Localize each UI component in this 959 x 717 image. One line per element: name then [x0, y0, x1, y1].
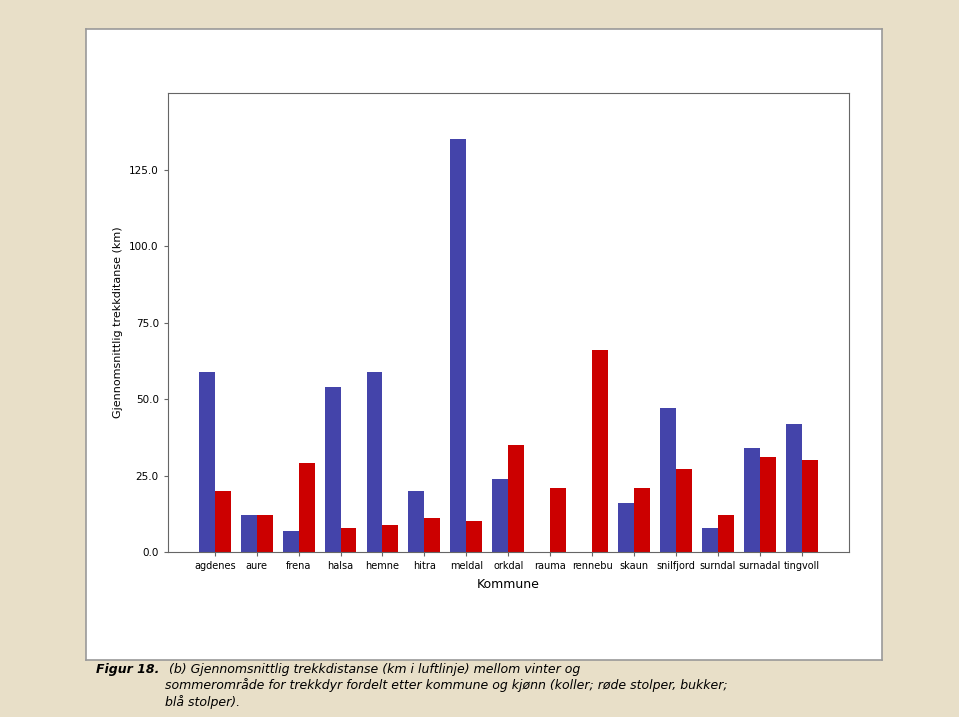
Bar	[492, 479, 508, 552]
Bar	[425, 518, 440, 552]
Bar	[257, 516, 272, 552]
Bar	[283, 531, 298, 552]
Bar	[702, 528, 718, 552]
Bar	[241, 516, 257, 552]
Bar	[508, 445, 525, 552]
Y-axis label: Gjennomsnittlig trekkditanse (km): Gjennomsnittlig trekkditanse (km)	[113, 227, 124, 419]
Bar	[592, 350, 608, 552]
Bar	[340, 528, 357, 552]
Bar	[215, 491, 231, 552]
Text: (b) Gjennomsnittlig trekkdistanse (km i luftlinje) mellom vinter og
sommerområde: (b) Gjennomsnittlig trekkdistanse (km i …	[165, 663, 728, 708]
Bar	[785, 424, 802, 552]
Bar	[298, 463, 315, 552]
Bar	[802, 460, 818, 552]
Bar	[744, 448, 760, 552]
Bar	[199, 371, 215, 552]
Bar	[324, 387, 340, 552]
Bar	[366, 371, 383, 552]
Bar	[383, 525, 398, 552]
Bar	[409, 491, 425, 552]
Bar	[550, 488, 566, 552]
Bar	[619, 503, 634, 552]
Bar	[760, 457, 776, 552]
Bar	[634, 488, 650, 552]
X-axis label: Kommune: Kommune	[477, 578, 540, 591]
Bar	[718, 516, 734, 552]
Bar	[466, 521, 482, 552]
Bar	[451, 139, 466, 552]
Text: Figur 18.: Figur 18.	[96, 663, 159, 676]
Bar	[676, 470, 692, 552]
Bar	[660, 408, 676, 552]
